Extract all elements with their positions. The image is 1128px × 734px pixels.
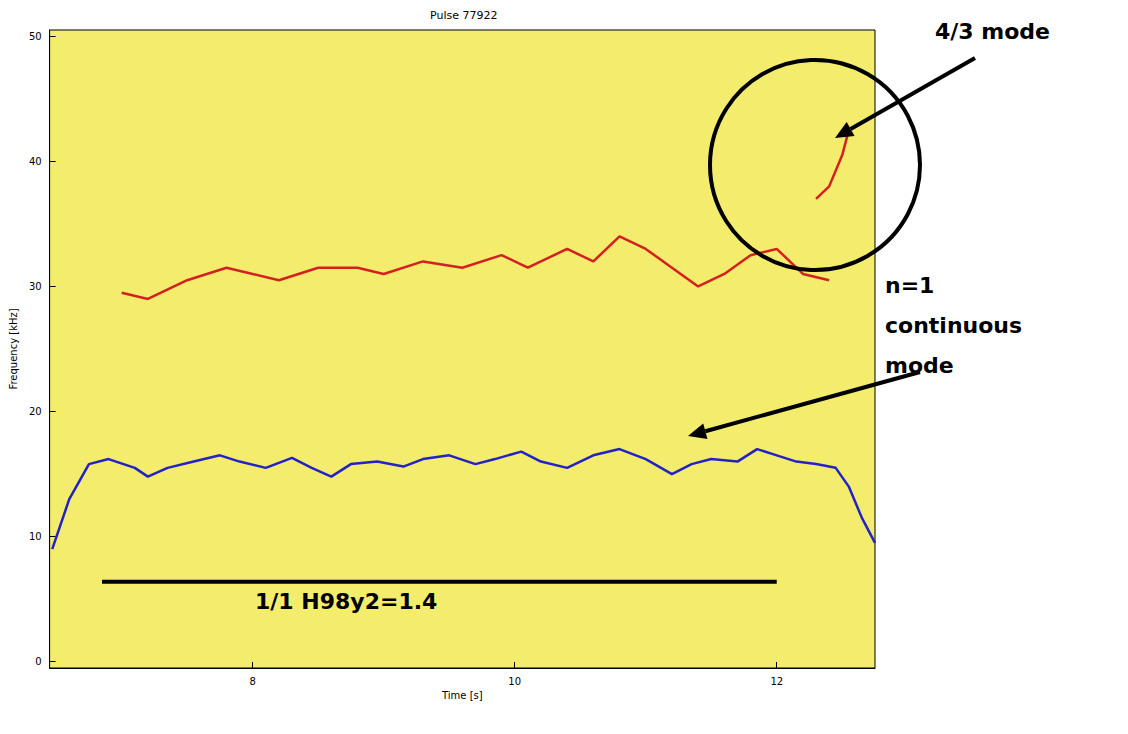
svg-text:30: 30: [29, 281, 42, 292]
svg-text:0: 0: [35, 656, 41, 667]
svg-text:1/1 H98y2=1.4: 1/1 H98y2=1.4: [255, 589, 437, 614]
svg-text:Time [s]: Time [s]: [441, 690, 483, 701]
svg-text:n=1: n=1: [885, 273, 942, 298]
svg-text:4/3 mode: 4/3 mode: [935, 19, 1050, 44]
svg-text:Pulse 77922: Pulse 77922: [430, 9, 497, 22]
svg-text:12: 12: [770, 676, 783, 687]
svg-text:Frequency [kHz]: Frequency [kHz]: [8, 308, 19, 389]
svg-text:10: 10: [508, 676, 521, 687]
svg-text:8: 8: [250, 676, 256, 687]
svg-text:mode: mode: [885, 352, 954, 378]
svg-text:40: 40: [29, 156, 42, 167]
svg-text:continuous: continuous: [885, 313, 1030, 338]
svg-text:50: 50: [29, 31, 42, 42]
svg-text:20: 20: [29, 406, 42, 417]
svg-text:10: 10: [29, 531, 42, 542]
